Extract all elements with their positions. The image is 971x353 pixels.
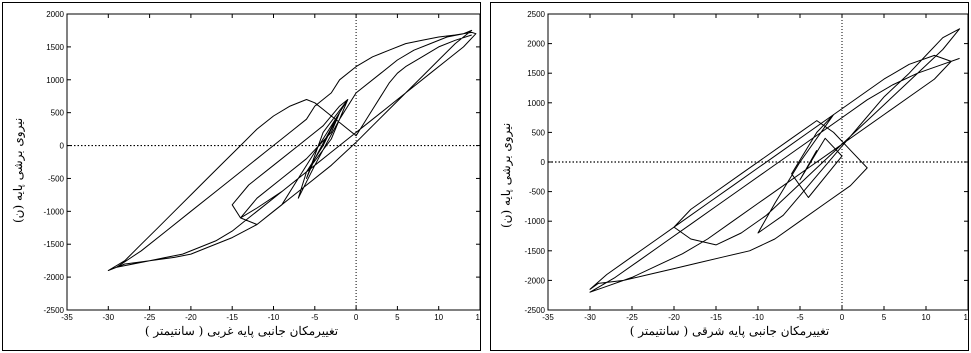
chart-east-svg: -35 -30 -25 -20 -15 -10 -5 0 5 10 15 2500 2000 1500 10… [525, 10, 968, 322]
x-tick-label: 0 [354, 313, 359, 322]
y-tick-label: -500 [48, 174, 65, 183]
y-tick-label: -1500 [525, 247, 546, 256]
chart-west-svg: -35 -30 -25 -20 -15 -10 -5 0 5 10 15 2000 1500 1000 50… [44, 10, 480, 322]
x-tick-label: -10 [268, 313, 280, 322]
y-tick-label: 1000 [46, 76, 64, 85]
y-tick-label: -2500 [525, 306, 546, 315]
y-tick-label: -500 [529, 188, 546, 197]
y-tick-label: -2000 [44, 273, 65, 282]
x-tick-label: -15 [710, 313, 722, 322]
x-tick-label: -5 [796, 313, 804, 322]
y-axis-label-west: نیروی برشی پایه (ن) [11, 117, 25, 223]
x-tick-label: -10 [752, 313, 764, 322]
y-tick-label: 1000 [527, 99, 545, 108]
hysteresis-curve-series-0 [107, 29, 477, 271]
y-tick-label: 0 [541, 158, 546, 167]
hysteresis-curve-series-0 [589, 28, 961, 293]
x-tick-label: -35 [542, 313, 554, 322]
x-tick-label: 0 [840, 313, 845, 322]
x-tick-label: -20 [185, 313, 197, 322]
x-tick-label: -30 [103, 313, 115, 322]
x-axis-label-west: تغییرمکان جانبی پایه غربی ( سانتیمتر ) [144, 324, 339, 338]
y-tick-label: -2500 [44, 306, 65, 315]
x-axis-label-east: تغییرمکان جانبی پایه شرقی ( سانتیمتر ) [629, 324, 830, 338]
y-tick-label: -2000 [525, 276, 546, 285]
x-tick-label: -30 [584, 313, 596, 322]
y-tick-label: 500 [532, 128, 546, 137]
chart-panel-west: -35 -30 -25 -20 -15 -10 -5 0 5 10 15 2000 1500 1000 50… [2, 2, 481, 351]
x-tick-label: 5 [395, 313, 400, 322]
y-tick-label: 500 [51, 109, 65, 118]
x-tick-label: -20 [668, 313, 680, 322]
y-tick-label: 0 [60, 142, 65, 151]
x-tick-label: -25 [144, 313, 156, 322]
y-tick-label: -1000 [44, 207, 65, 216]
y-axis-label-east: نیروی برشی پایه (ن) [499, 122, 513, 228]
x-tick-label: 10 [434, 313, 443, 322]
y-tick-label: 1500 [46, 43, 64, 52]
x-tick-label: -15 [226, 313, 238, 322]
x-tick-label: 5 [882, 313, 887, 322]
y-tick-label: 2000 [527, 40, 545, 49]
x-tick-label: -25 [626, 313, 638, 322]
y-tick-label: -1500 [44, 240, 65, 249]
y-tick-label: 2000 [46, 10, 64, 19]
x-tick-label: 15 [476, 313, 480, 322]
x-tick-label: 15 [964, 313, 968, 322]
x-tick-label: -5 [311, 313, 319, 322]
y-tick-label: 2500 [527, 10, 545, 19]
x-tick-label: 10 [922, 313, 931, 322]
y-tick-label: -1000 [525, 217, 546, 226]
chart-panel-east: -35 -30 -25 -20 -15 -10 -5 0 5 10 15 2500 2000 1500 10… [490, 2, 969, 351]
plot-frame [66, 13, 480, 311]
x-tick-label: -35 [61, 313, 73, 322]
y-tick-label: 1500 [527, 69, 545, 78]
